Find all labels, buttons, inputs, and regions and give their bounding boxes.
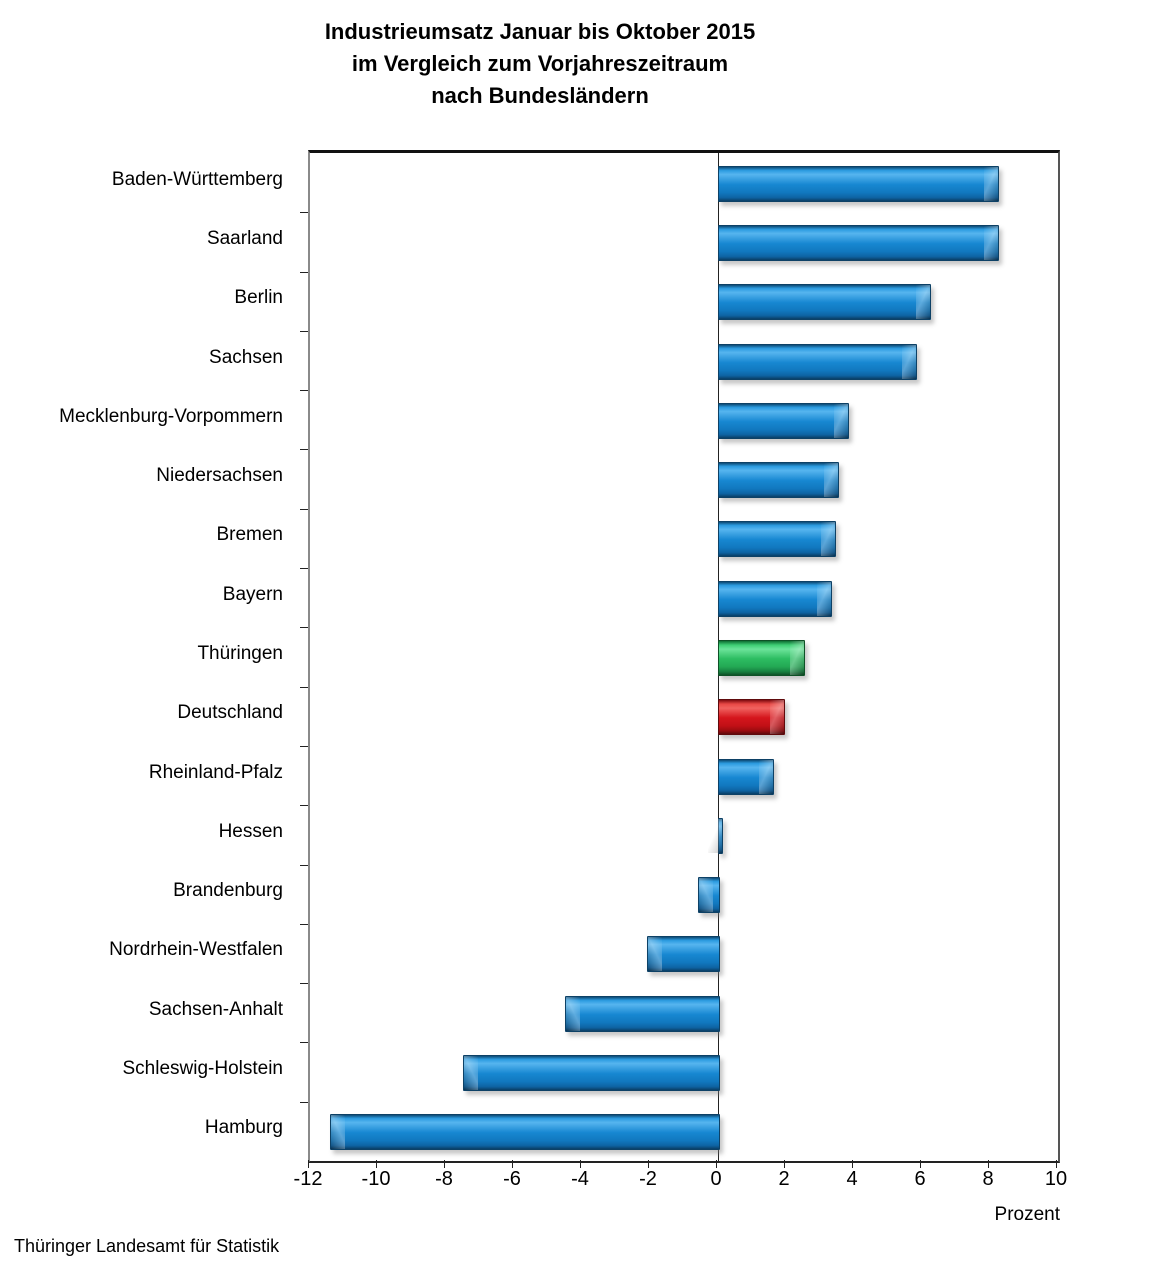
bar-end-bevel bbox=[708, 818, 723, 853]
y-axis-tick bbox=[300, 449, 308, 451]
bar-end-bevel bbox=[464, 1056, 478, 1091]
x-axis-tick-label: 10 bbox=[1044, 1168, 1068, 1190]
x-axis-tick bbox=[376, 1160, 377, 1168]
bar-end-bevel bbox=[566, 996, 580, 1031]
bar-end-bevel bbox=[983, 166, 998, 201]
bar-sachsen-anhalt bbox=[565, 995, 720, 1032]
x-axis-tick-label: 8 bbox=[982, 1168, 994, 1190]
chart-title: Industrieumsatz Januar bis Oktober 2015 … bbox=[0, 16, 1080, 112]
bar-bremen bbox=[718, 521, 836, 558]
x-axis-tick-label: 0 bbox=[710, 1168, 722, 1190]
x-axis-tick-label: -2 bbox=[639, 1168, 657, 1190]
bar-hamburg bbox=[330, 1114, 720, 1151]
bar-end-bevel bbox=[824, 463, 838, 498]
y-axis-tick bbox=[300, 1042, 308, 1044]
x-axis-unit-label: Prozent bbox=[994, 1204, 1060, 1225]
x-axis-tick bbox=[1056, 1160, 1057, 1168]
bar-end-bevel bbox=[902, 344, 917, 379]
bar-deutschland bbox=[718, 699, 785, 736]
bar-end-bevel bbox=[698, 878, 713, 913]
bar-end-bevel bbox=[790, 641, 804, 675]
bar-end-bevel bbox=[915, 285, 930, 320]
chart-title-line-1: Industrieumsatz Januar bis Oktober 2015 bbox=[324, 19, 756, 44]
x-axis-tick bbox=[716, 1160, 717, 1168]
bar-baden-w-rttemberg bbox=[718, 165, 999, 202]
y-axis-tick bbox=[300, 212, 308, 214]
x-axis-tick bbox=[852, 1160, 853, 1168]
bar-sachsen bbox=[718, 343, 918, 380]
bar-saarland bbox=[718, 224, 999, 261]
bar-th-ringen bbox=[718, 640, 805, 676]
category-label: Hessen bbox=[218, 820, 283, 842]
y-axis-tick bbox=[300, 627, 308, 629]
category-label: Baden-Württemberg bbox=[111, 168, 283, 190]
x-axis-tick bbox=[648, 1160, 649, 1168]
x-axis-tick bbox=[512, 1160, 513, 1168]
y-axis-tick bbox=[300, 1101, 308, 1103]
category-label: Rheinland-Pfalz bbox=[148, 761, 283, 783]
y-axis-tick bbox=[300, 983, 308, 985]
x-axis-tick bbox=[988, 1160, 989, 1168]
x-axis-tick-label: 4 bbox=[846, 1168, 858, 1190]
x-axis-tick bbox=[308, 1160, 309, 1168]
x-axis-tick-label: -6 bbox=[503, 1168, 521, 1190]
x-axis-tick-label: -4 bbox=[571, 1168, 589, 1190]
y-axis-tick bbox=[300, 923, 308, 925]
bar-end-bevel bbox=[834, 403, 849, 438]
y-axis-tick bbox=[300, 686, 308, 688]
bar-hessen bbox=[708, 817, 724, 854]
chart-title-line-3: nach Bundesländern bbox=[431, 82, 649, 108]
bar-berlin bbox=[718, 284, 931, 321]
bar-nordrhein-westfalen bbox=[646, 936, 720, 973]
y-axis-tick bbox=[300, 508, 308, 510]
y-axis-tick bbox=[300, 330, 308, 332]
x-axis-tick-label: -10 bbox=[361, 1168, 391, 1190]
bar-niedersachsen bbox=[718, 462, 839, 499]
y-axis-tick bbox=[300, 390, 308, 392]
category-label: Brandenburg bbox=[173, 880, 283, 902]
bar-end-bevel bbox=[769, 700, 784, 735]
x-axis-tick bbox=[444, 1160, 445, 1168]
y-axis-tick bbox=[300, 745, 308, 747]
category-label: Saarland bbox=[206, 227, 283, 249]
bar-end-bevel bbox=[817, 581, 832, 616]
x-axis-tick-label: 6 bbox=[914, 1168, 926, 1190]
category-label: Thüringen bbox=[197, 643, 283, 664]
plot-area bbox=[300, 150, 1060, 1163]
bar-end-bevel bbox=[759, 759, 774, 794]
bar-end-bevel bbox=[820, 522, 835, 557]
bar-brandenburg bbox=[697, 877, 720, 914]
x-axis-tick-label: -12 bbox=[293, 1168, 323, 1190]
bar-end-bevel bbox=[983, 225, 998, 260]
bar-schleswig-holstein bbox=[463, 1055, 720, 1092]
category-label: Sachsen-Anhalt bbox=[148, 998, 283, 1020]
category-label: Mecklenburg-Vorpommern bbox=[59, 405, 283, 427]
category-label: Schleswig-Holstein bbox=[122, 1058, 283, 1080]
y-axis-tick bbox=[300, 864, 308, 866]
category-label: Niedersachsen bbox=[156, 465, 283, 487]
y-axis-tick bbox=[300, 568, 308, 570]
bar-bayern bbox=[718, 580, 833, 617]
bar-end-bevel bbox=[331, 1115, 346, 1150]
x-axis-tick-label: 2 bbox=[778, 1168, 790, 1190]
x-axis-tick bbox=[580, 1160, 581, 1168]
category-label: Sachsen bbox=[209, 346, 283, 368]
y-axis-tick bbox=[300, 805, 308, 807]
x-axis-tick bbox=[784, 1160, 785, 1168]
x-axis-tick-label: -8 bbox=[435, 1168, 453, 1190]
bar-mecklenburg-vorpommern bbox=[718, 402, 850, 439]
category-label: Berlin bbox=[234, 287, 283, 309]
chart-title-line-2: im Vergleich zum Vorjahreszeitraum bbox=[351, 50, 729, 76]
category-label: Hamburg bbox=[204, 1117, 283, 1139]
y-axis-tick bbox=[300, 271, 308, 273]
bar-end-bevel bbox=[647, 937, 662, 972]
category-label: Deutschland bbox=[177, 702, 283, 724]
source-attribution: Thüringer Landesamt für Statistik bbox=[14, 1236, 280, 1256]
category-label: Bremen bbox=[216, 524, 283, 546]
category-label: Bayern bbox=[222, 583, 283, 605]
category-label: Nordrhein-Westfalen bbox=[109, 939, 283, 961]
bar-rheinland-pfalz bbox=[718, 758, 775, 795]
x-axis-tick bbox=[920, 1160, 921, 1168]
